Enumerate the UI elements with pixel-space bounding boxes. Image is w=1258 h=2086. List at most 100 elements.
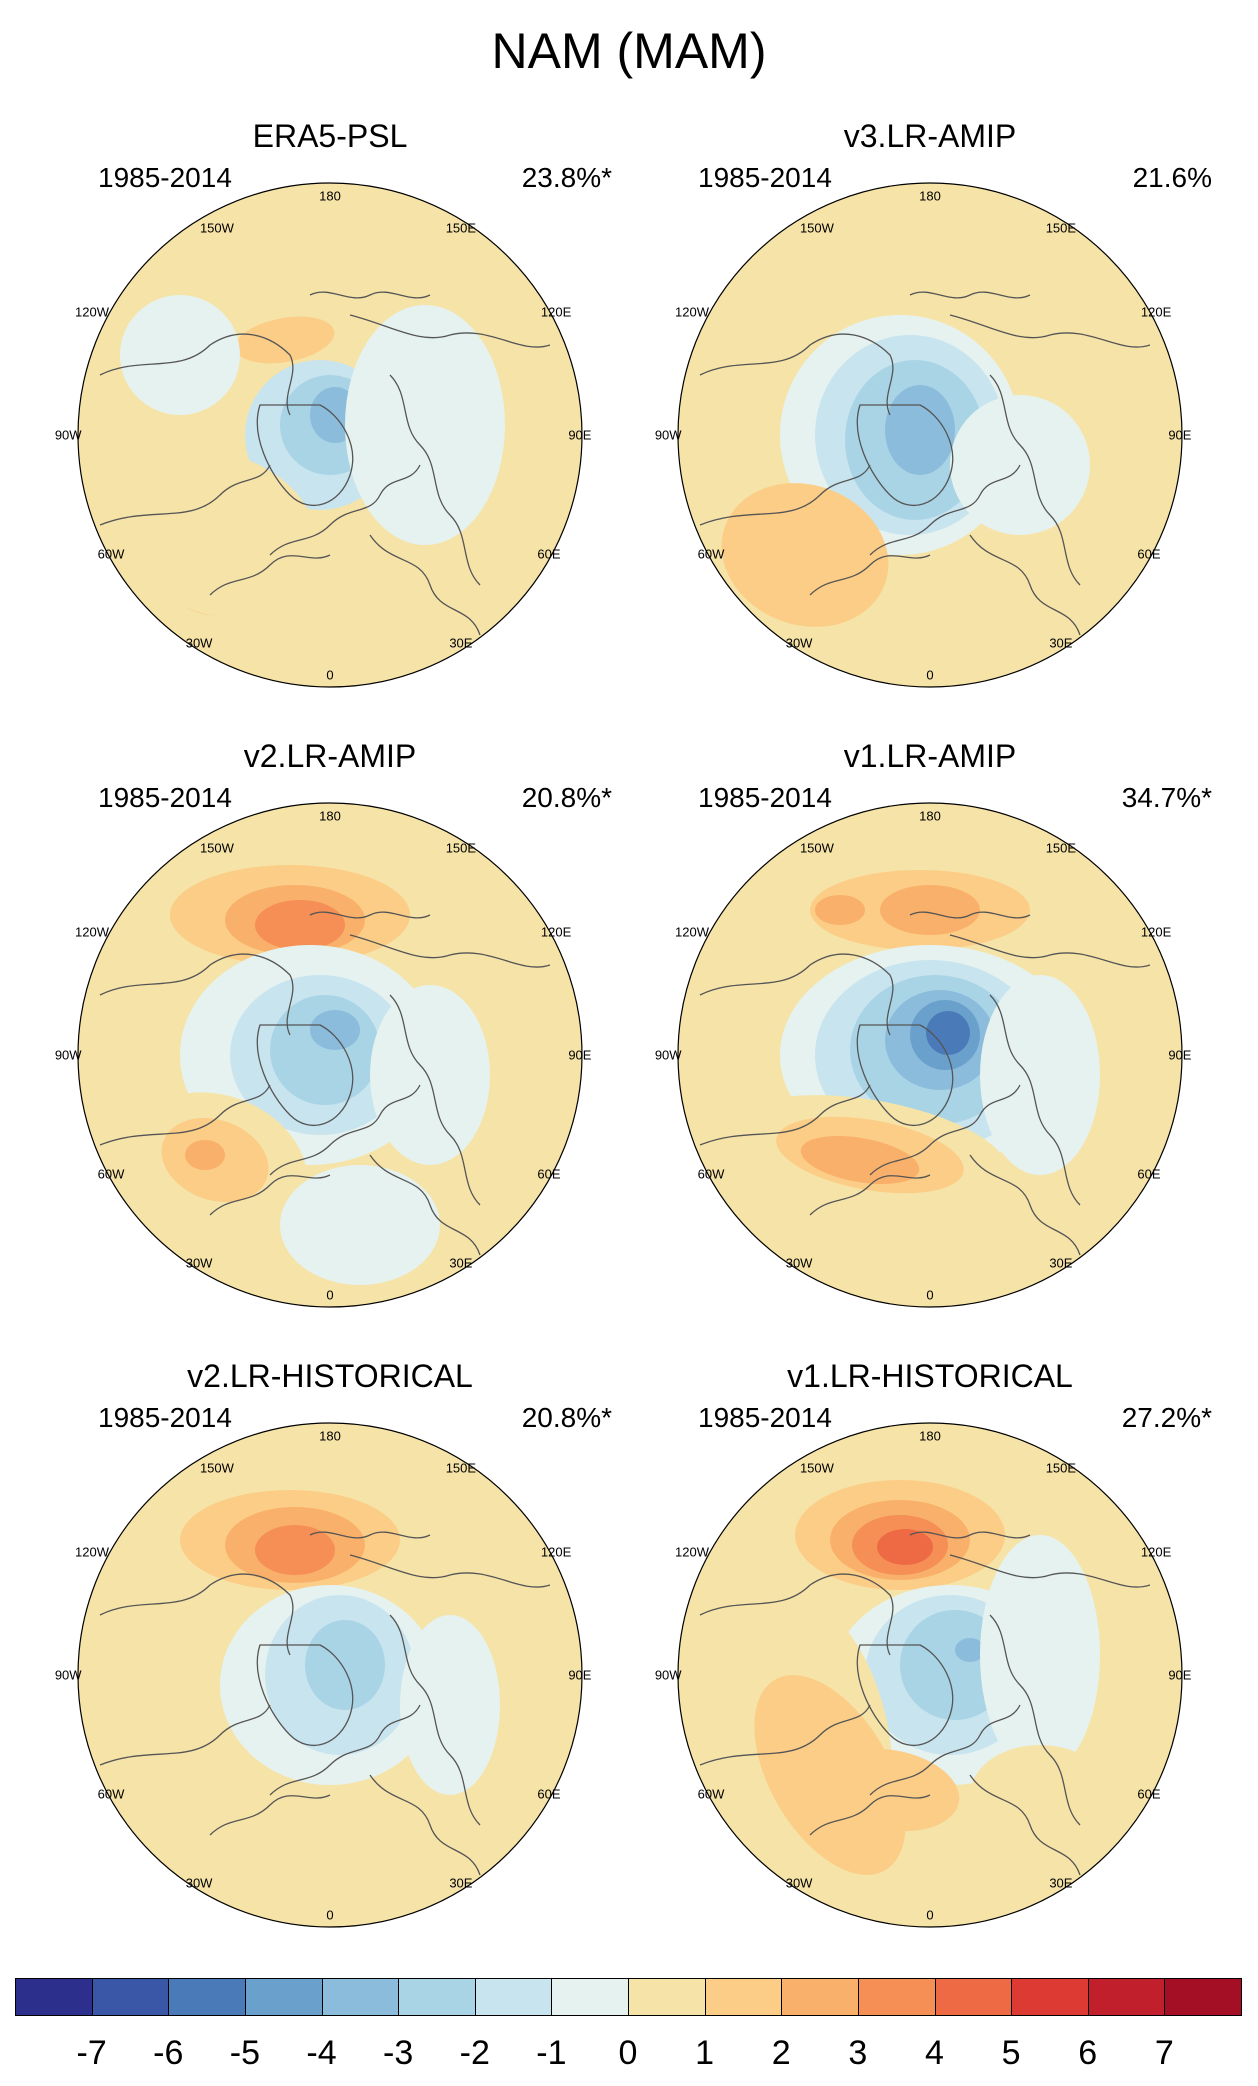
colorbar-tick-label: 4 [925, 2034, 944, 2072]
negative-anomaly [926, 1011, 970, 1055]
coastline [699, 464, 871, 526]
colorbar-tick-label: 5 [1001, 2034, 1021, 2072]
coastline [309, 1531, 431, 1539]
longitude-label: 90W [54, 1667, 82, 1683]
panel-title: ERA5-PSL [252, 118, 408, 154]
longitude-label: 180 [319, 188, 341, 204]
longitude-label: 60E [1137, 546, 1161, 562]
longitude-label: 60W [697, 1166, 725, 1182]
longitude-label: 30E [1049, 1255, 1073, 1271]
colorbar-swatch [398, 1978, 476, 2016]
polar-map [677, 1422, 1183, 1928]
near-zero-anomaly [280, 1165, 440, 1285]
longitude-label: 120W [675, 1544, 709, 1560]
polar-map [677, 802, 1183, 1308]
longitude-label: 60E [1137, 1166, 1161, 1182]
coastline [389, 1614, 481, 1826]
panel-v1-lr-amip: v1.LR-AMIP 1985-2014 34.7%* 180 150W 120W 9… [630, 738, 1230, 1348]
coastline [856, 1024, 954, 1126]
main-title: NAM (MAM) [491, 23, 767, 79]
coastline [699, 953, 894, 1036]
colorbar-tick-label: -4 [306, 2034, 337, 2072]
panel-title: v1.LR-AMIP [843, 738, 1017, 774]
longitude-label: 120E [540, 304, 572, 320]
coastline [389, 994, 481, 1206]
colorbar-swatch [857, 1978, 936, 2016]
colorbar-swatch [321, 1978, 400, 2016]
coastline [99, 1084, 271, 1146]
map-border [77, 802, 583, 1308]
coastline [856, 1644, 954, 1746]
longitude-label: 90E [1168, 427, 1192, 443]
longitude-label: 30W [185, 1255, 213, 1271]
coastline [256, 1024, 354, 1126]
longitude-label: 30E [449, 1875, 473, 1891]
longitude-label: 90W [54, 1047, 82, 1063]
longitude-label: 180 [919, 1428, 941, 1444]
longitude-label: 0 [926, 667, 934, 683]
longitude-label: 30E [449, 635, 473, 651]
longitude-label: 60W [697, 1786, 725, 1802]
map-border [677, 182, 1183, 688]
coastline [909, 1531, 1031, 1539]
coastline [349, 934, 551, 968]
coastline [99, 464, 271, 526]
colorbar-swatch [1011, 1978, 1089, 2016]
longitude-label: 90E [568, 1667, 592, 1683]
positive-anomaly [255, 1525, 335, 1575]
variance-label: 20.8%* [521, 782, 612, 813]
period-label: 1985-2014 [698, 782, 832, 813]
coastline [699, 1084, 871, 1146]
coastline [869, 1704, 1021, 1796]
longitude-label: 60W [97, 1166, 125, 1182]
longitude-label: 90W [654, 1047, 682, 1063]
colorbar-swatch [781, 1978, 859, 2016]
longitude-label: 120W [75, 1544, 109, 1560]
coastline [969, 1154, 1081, 1256]
longitude-label: 60E [537, 1786, 561, 1802]
coastline [99, 953, 294, 1036]
longitude-label: 120W [75, 304, 109, 320]
near-zero-anomaly [980, 975, 1100, 1175]
longitude-label: 90W [654, 1667, 682, 1683]
variance-label: 20.8%* [521, 1402, 612, 1433]
coastline [256, 1644, 354, 1746]
longitude-label: 0 [326, 667, 334, 683]
colorbar-swatch [551, 1978, 629, 2016]
positive-anomaly [235, 316, 335, 364]
colorbar-tick-label: -6 [153, 2034, 184, 2072]
longitude-label: 30E [449, 1255, 473, 1271]
variance-label: 27.2%* [1121, 1402, 1212, 1433]
longitude-label: 150W [799, 220, 834, 236]
coastline [209, 1794, 331, 1836]
colorbar-swatch [628, 1978, 706, 2016]
coastline [909, 911, 1031, 919]
positive-anomaly [800, 1135, 920, 1185]
map-border [677, 1422, 1183, 1928]
panel-v2-lr-historical: v2.LR-HISTORICAL 1985-2014 20.8%* 180 150… [30, 1358, 630, 1968]
longitude-label: 90W [54, 427, 82, 443]
negative-anomaly [955, 1638, 985, 1662]
variance-label: 34.7%* [1121, 782, 1212, 813]
longitude-label: 150E [1045, 220, 1077, 236]
longitude-label: 90E [568, 1047, 592, 1063]
coastline [99, 333, 294, 416]
panel-title: v3.LR-AMIP [843, 118, 1017, 154]
coastline [389, 374, 481, 586]
panel-v3-lr-amip: v3.LR-AMIP 1985-2014 21.6% 180 150W 120W 90… [630, 118, 1230, 728]
polar-map [77, 182, 583, 688]
negative-anomaly [305, 1620, 385, 1710]
coastline [269, 1704, 421, 1796]
colorbar-swatch [244, 1978, 323, 2016]
colorbar-swatch [168, 1978, 246, 2016]
longitude-label: 90E [568, 427, 592, 443]
variance-label: 23.8%* [521, 162, 612, 193]
coastline [699, 1704, 871, 1766]
longitude-label: 150E [445, 840, 477, 856]
coastline [809, 1794, 931, 1836]
coastline [909, 291, 1031, 299]
near-zero-anomaly [120, 295, 240, 415]
longitude-label: 60E [1137, 1786, 1161, 1802]
longitude-label: 180 [319, 1428, 341, 1444]
negative-anomaly [270, 995, 380, 1105]
